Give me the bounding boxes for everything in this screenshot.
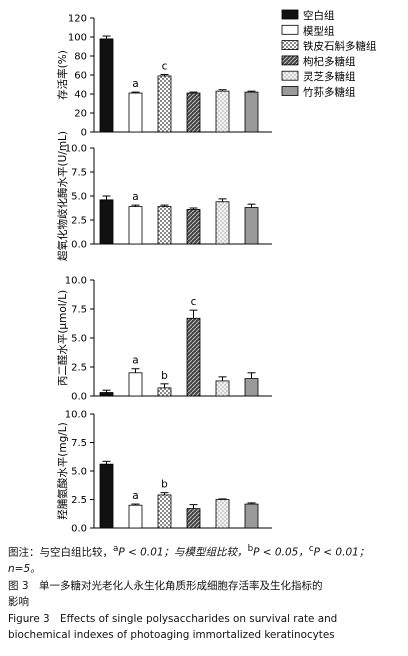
y-tick-label: 2.5 — [71, 363, 87, 374]
y-tick-label: 5.0 — [71, 192, 87, 203]
bar-2 — [128, 372, 143, 397]
caption-title-cn-cont: 影响 — [8, 596, 29, 608]
bar-4 — [186, 92, 201, 133]
bar-3 — [157, 387, 172, 397]
bar-2 — [128, 504, 143, 529]
legend-label: 枸杞多糖组 — [303, 55, 356, 68]
y-tick-label: 120 — [68, 14, 87, 25]
legend-label: 灵芝多糖组 — [303, 70, 356, 83]
y-tick-label: 100 — [68, 33, 87, 44]
caption-title-en-cont: biochemical indexes of photoaging immort… — [8, 629, 335, 641]
caption-note: 图注：与空白组比较，aP < 0.01；与模型组比较，bP < 0.05，cP … — [8, 544, 370, 559]
legend-swatch — [281, 70, 299, 81]
panel-1: 0 20 40 60 80 100 120 存活率(%) a c — [56, 14, 272, 139]
y-tick-label: 60 — [74, 71, 87, 82]
legend-item: 枸杞多糖组 — [281, 55, 356, 68]
bar-5 — [215, 499, 230, 529]
significance-mark: a — [132, 355, 138, 367]
y-tick-label: 10.0 — [65, 144, 87, 155]
bar-4 — [186, 508, 201, 529]
bar-6 — [244, 91, 259, 133]
bar-1 — [99, 38, 114, 133]
y-tick-label: 80 — [74, 52, 87, 63]
y-tick-label: 0 — [81, 128, 87, 139]
legend-item: 铁皮石斛多糖组 — [281, 40, 377, 53]
y-tick-label: 7.5 — [71, 168, 87, 179]
legend-swatch — [281, 9, 299, 20]
legend-swatch — [281, 24, 299, 35]
y-axis-label: 超氧化物歧化酶水平(U/mL) — [56, 131, 69, 261]
caption-n: n=5。 — [8, 563, 41, 575]
legend-label: 竹荪多糖组 — [303, 86, 356, 99]
legend-label: 空白组 — [303, 9, 335, 22]
y-tick-label: 0.0 — [71, 240, 87, 251]
y-tick-label: 5.0 — [71, 467, 87, 478]
y-tick-label: 2.5 — [71, 495, 87, 506]
bar-2 — [128, 92, 143, 133]
bar-5 — [215, 380, 230, 397]
significance-mark: c — [162, 61, 168, 73]
bar-6 — [244, 207, 259, 245]
caption-title-en: Figure 3 Effects of single polysaccharid… — [8, 612, 338, 625]
legend-swatch — [281, 55, 299, 66]
legend-swatch — [281, 86, 299, 96]
bar-6 — [244, 503, 259, 529]
y-axis-label: 丙二醛水平(μmol/L) — [56, 290, 69, 386]
y-tick-label: 20 — [74, 109, 87, 120]
y-tick-label: 10.0 — [65, 410, 87, 421]
panel-3: 0.0 2.5 5.0 7.5 10.0 丙二醛水平(μmol/L) a b c — [56, 276, 272, 403]
bar-1 — [99, 463, 114, 529]
bar-1 — [99, 199, 114, 245]
legend-swatch — [281, 40, 299, 50]
y-axis-label: 羟脯氨酸水平(mg/L) — [56, 422, 69, 519]
y-tick-label: 2.5 — [71, 216, 87, 227]
significance-mark: a — [132, 490, 138, 502]
bar-3 — [157, 206, 172, 245]
legend-label: 铁皮石斛多糖组 — [303, 40, 377, 53]
significance-mark: b — [161, 479, 168, 491]
y-tick-label: 10.0 — [65, 276, 87, 287]
y-tick-label: 0.0 — [71, 524, 87, 535]
y-tick-label: 40 — [74, 90, 87, 101]
bar-6 — [244, 378, 259, 397]
significance-mark: b — [161, 370, 168, 382]
legend-item: 竹荪多糖组 — [281, 86, 356, 99]
y-tick-label: 7.5 — [71, 438, 87, 449]
significance-mark: a — [132, 191, 138, 203]
y-tick-label: 7.5 — [71, 305, 87, 316]
significance-mark: a — [132, 78, 138, 90]
bar-1 — [99, 392, 114, 397]
figure-caption: 图注：与空白组比较，aP < 0.01；与模型组比较，bP < 0.05，cP … — [8, 541, 404, 644]
legend-label: 模型组 — [303, 24, 335, 37]
bar-4 — [186, 317, 201, 397]
y-tick-label: 0.0 — [71, 392, 87, 403]
y-tick-label: 5.0 — [71, 334, 87, 345]
caption-title-cn: 图 3 单一多糖对光老化人永生化角质形成细胞存活率及生化指标的 — [8, 579, 323, 592]
bar-5 — [215, 201, 230, 245]
bar-2 — [128, 206, 143, 245]
bar-3 — [157, 494, 172, 529]
legend-item: 模型组 — [281, 24, 335, 37]
y-axis-label: 存活率(%) — [56, 50, 69, 100]
bar-4 — [186, 209, 201, 245]
legend-item: 空白组 — [281, 9, 335, 22]
bar-5 — [215, 90, 230, 133]
bar-3 — [157, 75, 172, 133]
significance-mark: c — [191, 296, 197, 308]
legend-item: 灵芝多糖组 — [281, 70, 356, 83]
